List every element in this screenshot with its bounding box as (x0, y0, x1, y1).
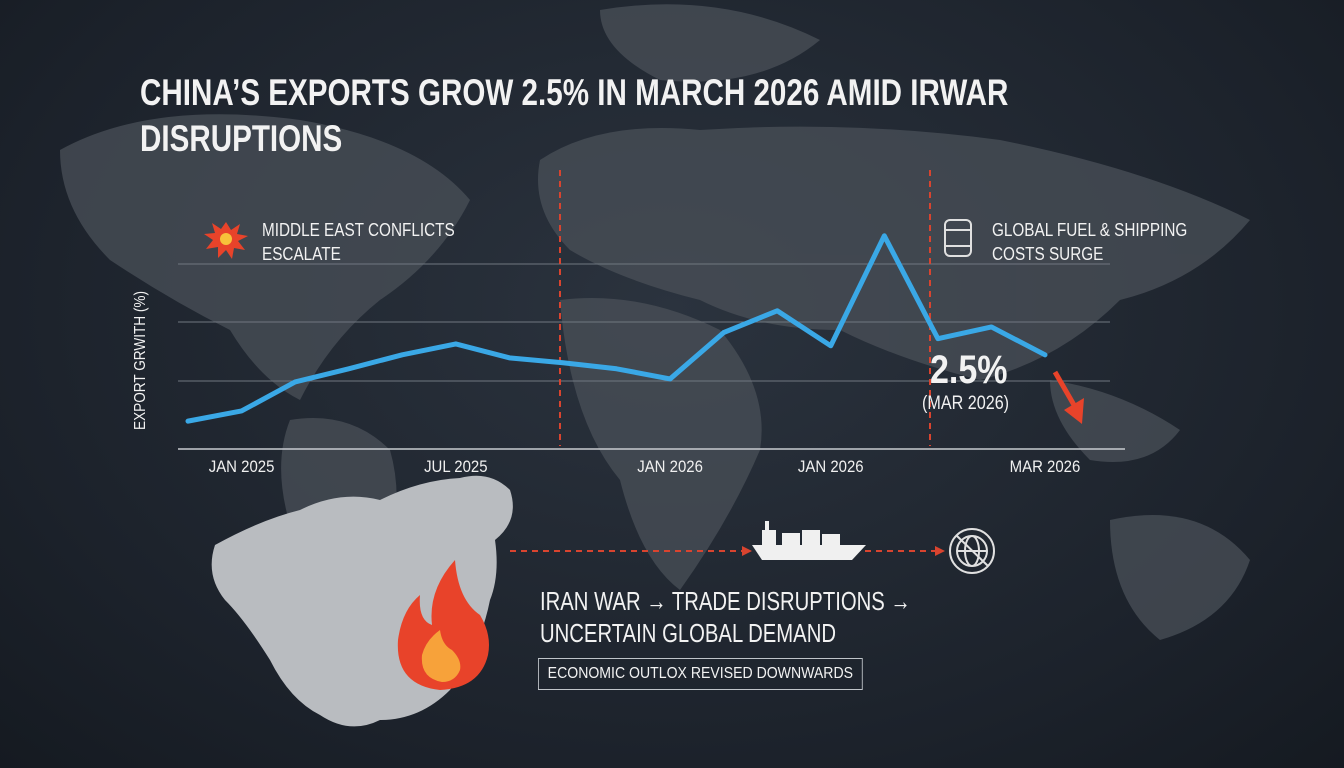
value-label: 2.5% (930, 348, 1008, 392)
annotation: ECONOMIC OUTLOX REVISED DOWNWARDS (538, 658, 863, 690)
fire-icon (397, 560, 489, 690)
x-tick-label: MAR 2026 (1010, 458, 1081, 476)
barrel-icon (944, 219, 972, 257)
line-series (185, 233, 1048, 424)
x-tick-label: JUL 2025 (424, 458, 488, 476)
china-map (211, 475, 513, 727)
trend-arrow (1052, 370, 1084, 424)
annotation: IRAN WAR → TRADE DISRUPTIONS → UNCERTAIN… (540, 586, 911, 648)
title: CHINA’S EXPORTS GROW 2.5% IN MARCH 2026 … (140, 72, 1009, 159)
arrow-head (742, 546, 752, 556)
ship-icon (752, 521, 866, 560)
y-axis-label: EXPORT GRWITH (%) (132, 290, 149, 430)
annotation: MIDDLE EAST CONFLICTS ESCALATE (262, 220, 455, 264)
x-tick-label: JAN 2025 (209, 458, 275, 476)
x-tick-label: JAN 2026 (798, 458, 864, 476)
x-tick-label: JAN 2026 (637, 458, 703, 476)
arrow-head (935, 546, 945, 556)
annotation: (MAR 2026) (922, 393, 1010, 414)
globe-icon (949, 528, 995, 574)
burst-icon (204, 222, 248, 259)
annotation: GLOBAL FUEL & SHIPPING COSTS SURGE (992, 220, 1188, 264)
